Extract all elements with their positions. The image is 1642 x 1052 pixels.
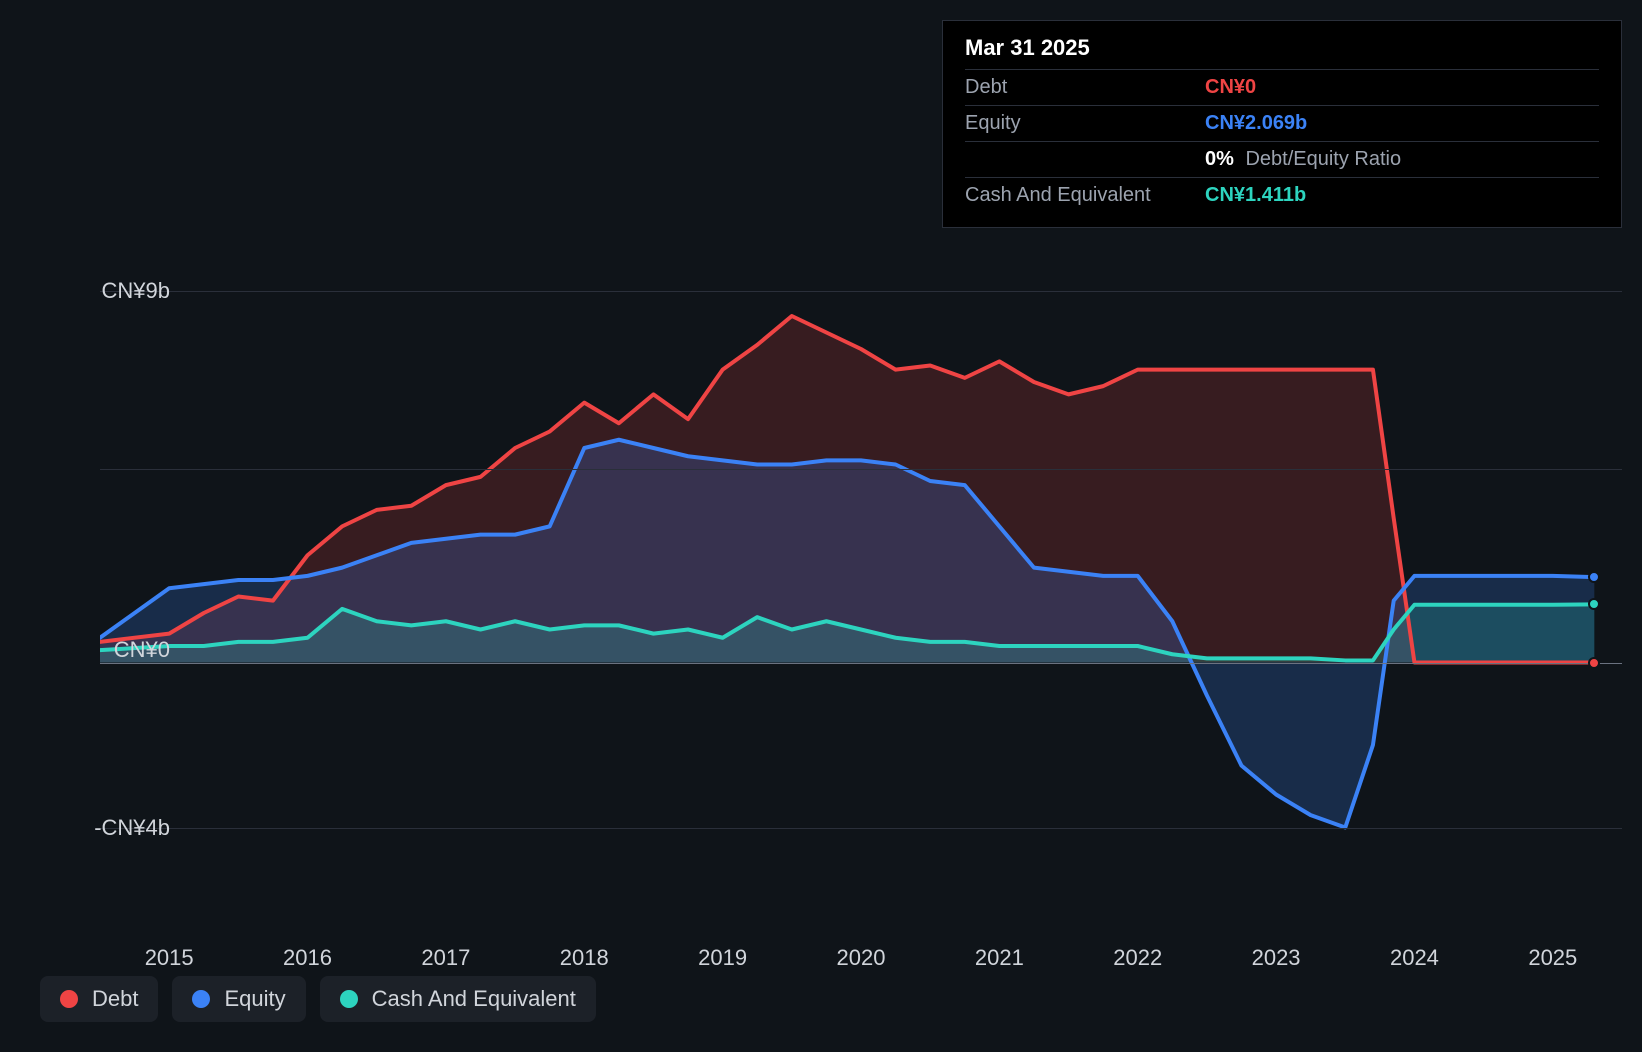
tooltip-row-label xyxy=(965,148,1205,171)
x-axis-label: 2015 xyxy=(145,945,194,971)
x-axis-label: 2017 xyxy=(421,945,470,971)
legend-item[interactable]: Debt xyxy=(40,976,158,1022)
x-axis-label: 2024 xyxy=(1390,945,1439,971)
tooltip-row-value: 0% Debt/Equity Ratio xyxy=(1205,148,1401,171)
legend-label: Debt xyxy=(92,986,138,1012)
legend-dot-icon xyxy=(192,990,210,1008)
legend-item[interactable]: Equity xyxy=(172,976,305,1022)
tooltip-row-value: CN¥1.411b xyxy=(1205,184,1306,207)
legend-dot-icon xyxy=(340,990,358,1008)
legend-label: Equity xyxy=(224,986,285,1012)
series-end-dot xyxy=(1588,598,1600,610)
y-axis-label: -CN¥4b xyxy=(94,815,170,841)
tooltip: Mar 31 2025 DebtCN¥0EquityCN¥2.069b0% De… xyxy=(942,20,1622,228)
tooltip-row-value: CN¥2.069b xyxy=(1205,112,1307,135)
gridline xyxy=(100,469,1622,470)
x-axis-label: 2021 xyxy=(975,945,1024,971)
tooltip-date: Mar 31 2025 xyxy=(965,35,1599,69)
tooltip-row: Cash And EquivalentCN¥1.411b xyxy=(965,177,1599,213)
tooltip-row-value: CN¥0 xyxy=(1205,76,1256,99)
chart-container: Mar 31 2025 DebtCN¥0EquityCN¥2.069b0% De… xyxy=(20,20,1622,1032)
zero-line xyxy=(100,663,1622,664)
y-axis-label: CN¥9b xyxy=(102,278,170,304)
y-axis-label: CN¥0 xyxy=(114,637,170,663)
series-end-dot xyxy=(1588,571,1600,583)
x-axis-label: 2018 xyxy=(560,945,609,971)
tooltip-row-label: Cash And Equivalent xyxy=(965,184,1205,207)
tooltip-row-label: Equity xyxy=(965,112,1205,135)
x-axis-label: 2025 xyxy=(1528,945,1577,971)
gridline xyxy=(100,828,1622,829)
series-end-dot xyxy=(1588,657,1600,669)
x-axis-label: 2016 xyxy=(283,945,332,971)
x-axis-label: 2019 xyxy=(698,945,747,971)
legend: Debt Equity Cash And Equivalent xyxy=(40,976,596,1022)
tooltip-row: EquityCN¥2.069b xyxy=(965,105,1599,141)
chart-svg xyxy=(100,250,1622,910)
gridline xyxy=(100,291,1622,292)
plot-area[interactable]: CN¥9bCN¥0-CN¥4b 201520162017201820192020… xyxy=(100,250,1622,910)
tooltip-row: 0% Debt/Equity Ratio xyxy=(965,141,1599,177)
legend-item[interactable]: Cash And Equivalent xyxy=(320,976,596,1022)
tooltip-row: DebtCN¥0 xyxy=(965,69,1599,105)
x-axis-label: 2020 xyxy=(837,945,886,971)
tooltip-row-label: Debt xyxy=(965,76,1205,99)
legend-label: Cash And Equivalent xyxy=(372,986,576,1012)
legend-dot-icon xyxy=(60,990,78,1008)
x-axis-label: 2022 xyxy=(1113,945,1162,971)
x-axis-label: 2023 xyxy=(1252,945,1301,971)
